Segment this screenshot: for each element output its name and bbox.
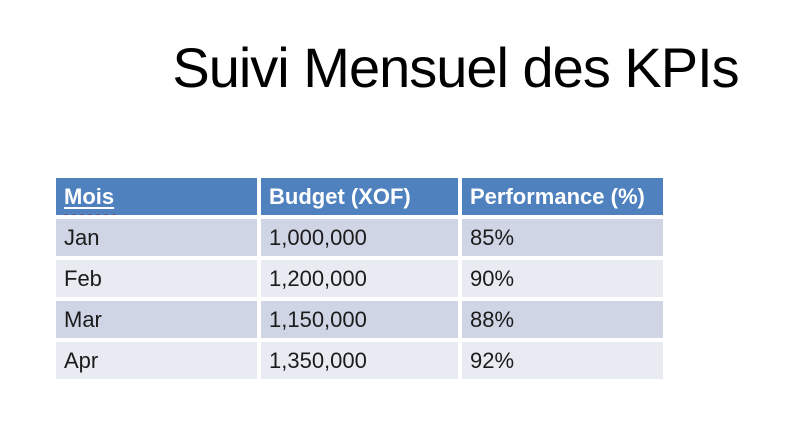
table-cell-performance: 92% bbox=[462, 342, 663, 379]
table-cell-month: Apr bbox=[56, 342, 257, 379]
table-cell-month: Feb bbox=[56, 260, 257, 297]
spellcheck-squiggle-icon bbox=[64, 213, 116, 215]
table-cell-performance: 85% bbox=[462, 219, 663, 256]
column-header-budget: Budget (XOF) bbox=[261, 178, 458, 215]
column-header-performance: Performance (%) bbox=[462, 178, 663, 215]
column-header-mois: Mois bbox=[56, 178, 257, 215]
table-cell-budget: 1,200,000 bbox=[261, 260, 458, 297]
table-cell-month: Mar bbox=[56, 301, 257, 338]
table-cell-performance: 88% bbox=[462, 301, 663, 338]
column-header-label: Mois bbox=[64, 183, 115, 209]
table-cell-budget: 1,000,000 bbox=[261, 219, 458, 256]
mois-header-wrap: Mois bbox=[64, 183, 116, 215]
kpi-table: Mois Budget (XOF) Performance (%) Jan 1,… bbox=[56, 178, 663, 379]
table-cell-performance: 90% bbox=[462, 260, 663, 297]
table-cell-budget: 1,350,000 bbox=[261, 342, 458, 379]
slide-title: Suivi Mensuel des KPIs bbox=[172, 36, 739, 99]
table-cell-budget: 1,150,000 bbox=[261, 301, 458, 338]
table-cell-month: Jan bbox=[56, 219, 257, 256]
